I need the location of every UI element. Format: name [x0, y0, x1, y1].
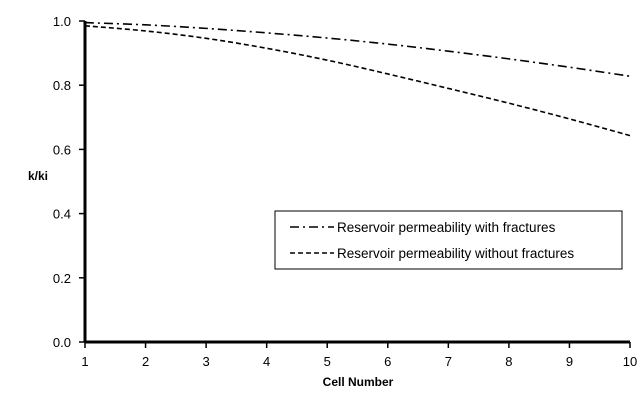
y-axis-title: k/ki: [28, 169, 48, 183]
x-axis-title: Cell Number: [323, 375, 394, 389]
legend-label-with-fractures: Reservoir permeability with fractures: [337, 220, 556, 235]
y-tick-label: 0.6: [53, 142, 71, 157]
y-tick-label: 0.8: [53, 78, 71, 93]
x-tick-label: 1: [81, 354, 88, 369]
y-tick-label: 0.2: [53, 271, 71, 286]
legend-box: [274, 210, 623, 270]
tick-labels: 0.0 0.2 0.4 0.6 0.8 1.0 1 2 3 4 5 6 7 8 9 10: [53, 14, 637, 369]
legend-label-without-fractures: Reservoir permeability without fractures: [337, 246, 574, 261]
x-tick-label: 8: [505, 354, 512, 369]
x-tick-label: 4: [263, 354, 270, 369]
x-tick-label: 7: [445, 354, 452, 369]
axes: [79, 20, 631, 348]
legend: Reservoir permeability with fractures Re…: [274, 210, 623, 270]
x-tick-label: 6: [384, 354, 391, 369]
plot-area: [84, 21, 631, 137]
series-line-without-fractures: [84, 25, 631, 137]
x-tick-label: 5: [324, 354, 331, 369]
y-tick-label: 0.4: [53, 207, 71, 222]
x-tick-label: 9: [566, 354, 573, 369]
series-line-with-fractures: [84, 21, 631, 78]
x-tick-label: 3: [202, 354, 209, 369]
x-tick-label: 2: [142, 354, 149, 369]
y-tick-label: 1.0: [53, 14, 71, 29]
x-tick-label: 10: [623, 354, 637, 369]
y-tick-label: 0.0: [53, 335, 71, 350]
